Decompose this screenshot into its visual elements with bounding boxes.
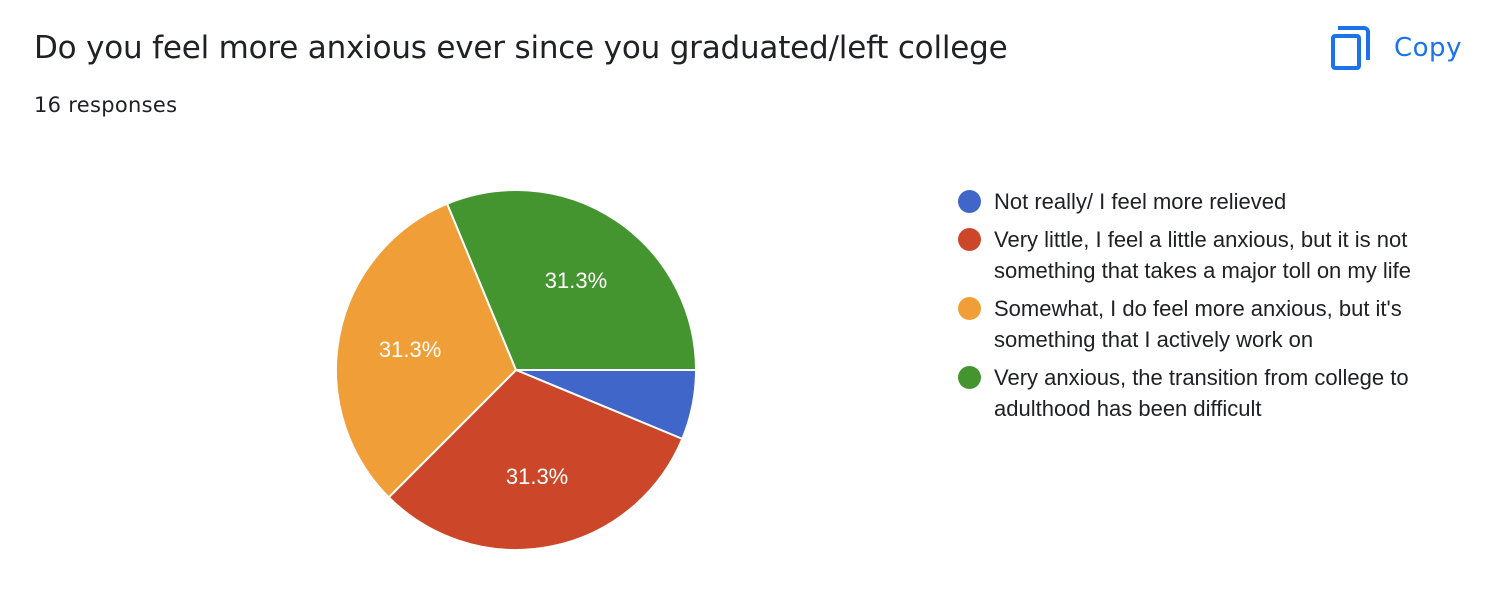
legend-label-3: Very anxious, the transition from colleg… — [994, 365, 1409, 421]
legend: Not really/ I feel more relieved Very lit… — [958, 186, 1458, 431]
copy-icon — [1331, 26, 1370, 70]
legend-swatch-0 — [958, 190, 981, 213]
pie-slice-label-2: 31.3% — [379, 337, 441, 362]
response-count: 16 responses — [34, 93, 178, 117]
copy-button[interactable]: Copy — [1330, 22, 1476, 74]
legend-item-1: Very little, I feel a little anxious, bu… — [958, 224, 1458, 286]
pie-chart: 31.3% 31.3% 31.3% — [300, 160, 740, 590]
legend-swatch-3 — [958, 366, 981, 389]
pie-slice-label-3: 31.3% — [545, 268, 607, 293]
legend-label-1: Very little, I feel a little anxious, bu… — [994, 227, 1411, 283]
legend-item-2: Somewhat, I do feel more anxious, but it… — [958, 293, 1458, 355]
legend-label-0: Not really/ I feel more relieved — [994, 189, 1287, 214]
pie-slice-1 — [387, 368, 684, 551]
pie-chart-svg: 31.3% 31.3% 31.3% — [335, 189, 698, 551]
legend-item-0: Not really/ I feel more relieved — [958, 186, 1458, 217]
legend-label-2: Somewhat, I do feel more anxious, but it… — [994, 296, 1402, 352]
pie-slice-label-1: 31.3% — [506, 464, 568, 489]
chart-title: Do you feel more anxious ever since you … — [34, 30, 1008, 66]
legend-swatch-1 — [958, 228, 981, 251]
copy-label: Copy — [1394, 33, 1462, 63]
legend-swatch-2 — [958, 297, 981, 320]
legend-item-3: Very anxious, the transition from colleg… — [958, 362, 1458, 424]
pie-slice-2 — [335, 202, 518, 499]
pie-slice-3 — [445, 189, 698, 371]
